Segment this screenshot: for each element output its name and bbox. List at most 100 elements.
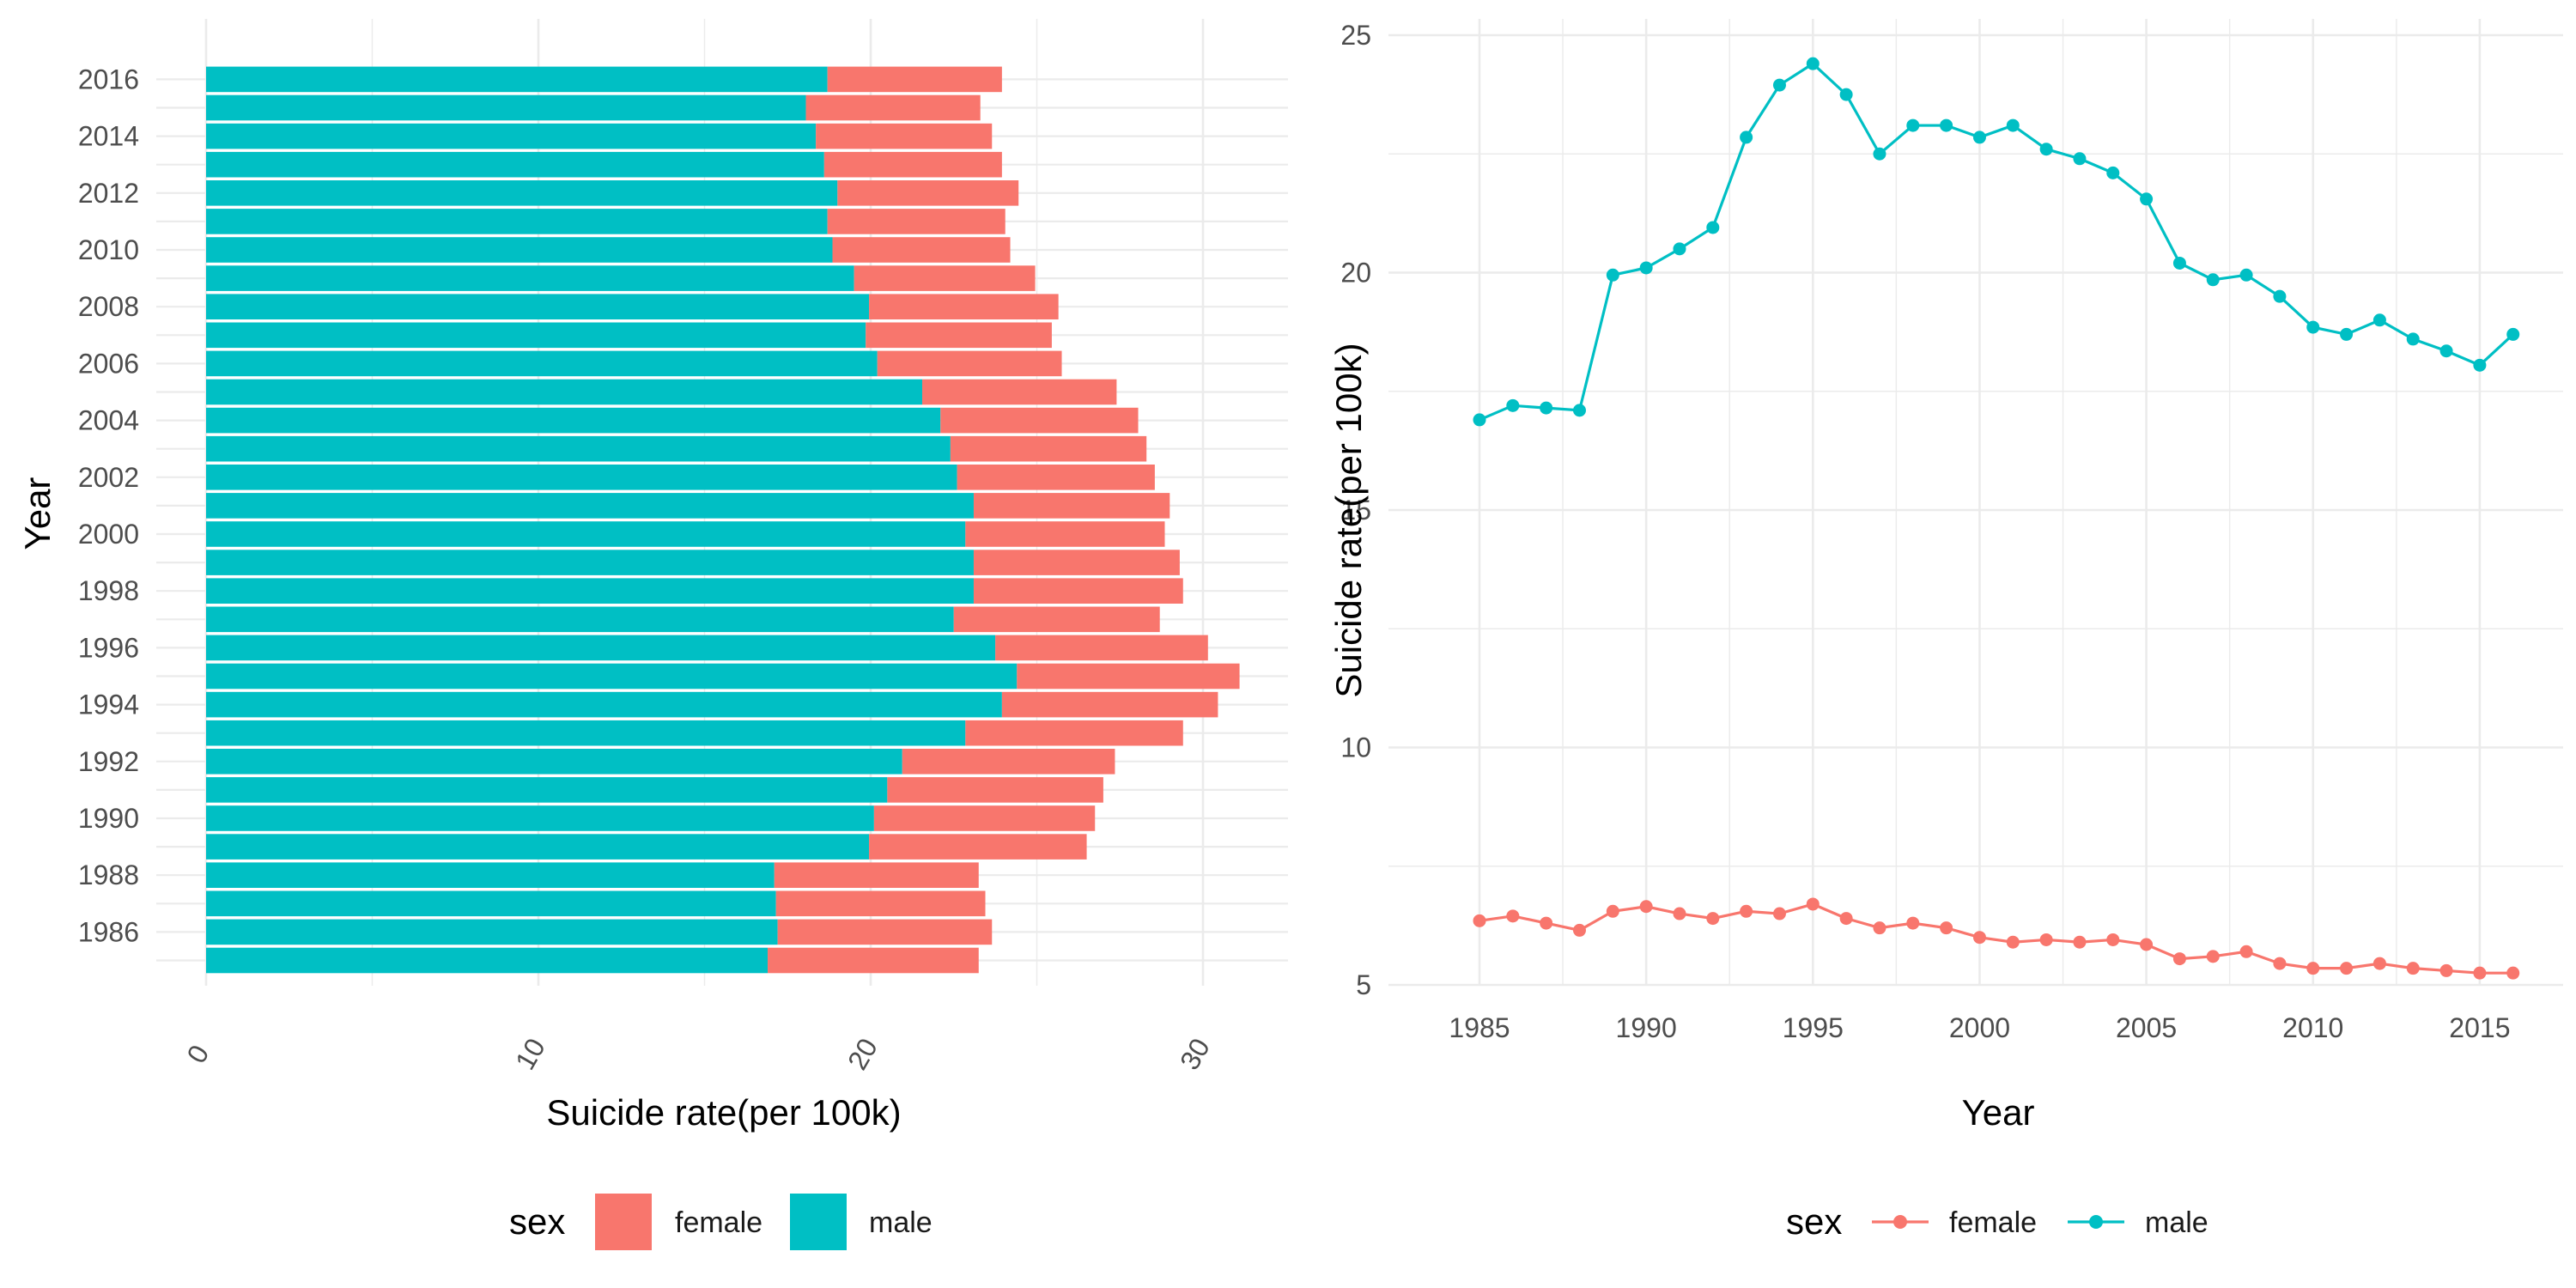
bar-chart-legend: sex female male <box>509 1194 933 1250</box>
bar-male-2005 <box>206 379 922 405</box>
bar-female-2011 <box>827 209 1005 234</box>
bar-female-1999 <box>973 550 1180 575</box>
bar-y-tick-label: 2008 <box>78 291 139 322</box>
bar-male-2012 <box>206 180 838 206</box>
bar-female-2015 <box>805 94 981 121</box>
line-chart-x-tick-labels: 1985 1990 1995 2000 2005 2010 2015 <box>1449 1012 2510 1043</box>
point-female-2011 <box>2340 962 2354 975</box>
bar-male-1995 <box>206 663 1018 690</box>
bar-male-1985 <box>206 947 769 974</box>
point-female-1988 <box>1572 923 1586 937</box>
bar-male-2003 <box>206 435 951 462</box>
bar-male-2007 <box>206 322 866 349</box>
point-male-2008 <box>2239 268 2253 282</box>
bar-male-1990 <box>206 805 874 831</box>
line-y-tick-label: 5 <box>1356 969 1371 1000</box>
bar-female-2007 <box>866 322 1052 349</box>
line-y-tick-label: 10 <box>1340 732 1371 763</box>
bar-male-1999 <box>206 550 974 575</box>
point-male-2003 <box>2073 152 2087 166</box>
point-female-1986 <box>1506 909 1520 923</box>
line-chart-gridlines <box>1388 19 2563 987</box>
point-male-2002 <box>2039 143 2053 156</box>
line-x-tick-label: 2005 <box>2116 1012 2177 1043</box>
line-series-female <box>1473 897 2520 980</box>
point-male-1987 <box>1540 401 1553 415</box>
line-x-tick-label: 2010 <box>2282 1012 2343 1043</box>
bar-female-1990 <box>873 805 1096 831</box>
point-male-2004 <box>2106 166 2120 179</box>
line-x-tick-label: 2000 <box>1949 1012 2010 1043</box>
point-male-1997 <box>1873 147 1886 161</box>
point-male-2007 <box>2206 273 2220 287</box>
point-female-1991 <box>1673 907 1686 920</box>
point-female-2001 <box>2006 935 2020 949</box>
line-legend-key-male <box>2068 1215 2124 1229</box>
point-female-2015 <box>2473 966 2487 980</box>
bar-legend-title: sex <box>509 1201 565 1242</box>
line-legend-label-female: female <box>1949 1206 2037 1239</box>
bar-y-tick-label: 2004 <box>78 405 139 436</box>
bar-female-1993 <box>965 720 1183 746</box>
legend-point-male <box>2089 1215 2103 1229</box>
bar-female-2006 <box>877 350 1062 377</box>
bar-male-1992 <box>206 749 902 775</box>
point-female-2000 <box>1972 931 1986 945</box>
point-female-1997 <box>1873 921 1886 935</box>
bar-legend-label-female: female <box>675 1206 762 1239</box>
line-legend-label-male: male <box>2145 1206 2208 1239</box>
bar-male-2002 <box>206 465 957 490</box>
bar-female-1986 <box>777 919 993 945</box>
bar-chart-panel: 2016 2014 2012 2010 2008 2006 2004 2002 2000 1998… <box>17 19 1288 1250</box>
line-x-tick-label: 2015 <box>2449 1012 2510 1043</box>
bar-female-1985 <box>768 947 979 974</box>
bar-female-1997 <box>953 606 1160 633</box>
bar-y-tick-label: 2000 <box>78 519 139 550</box>
bar-male-2000 <box>206 521 966 547</box>
line-x-tick-label: 1990 <box>1616 1012 1677 1043</box>
point-male-1988 <box>1572 404 1586 417</box>
bar-y-tick-label: 1998 <box>78 575 139 606</box>
bar-chart-bars <box>206 66 1240 974</box>
bar-female-2010 <box>832 237 1011 263</box>
point-female-1990 <box>1639 900 1653 914</box>
point-female-2002 <box>2039 933 2053 946</box>
bar-female-2008 <box>869 294 1059 319</box>
point-female-1998 <box>1906 916 1920 930</box>
bar-chart-x-axis-title: Suicide rate(per 100k) <box>546 1092 901 1133</box>
point-female-2003 <box>2073 935 2087 949</box>
line-chart-legend: sex female male <box>1786 1201 2208 1242</box>
bar-female-1998 <box>973 578 1183 604</box>
line-x-tick-label: 1995 <box>1783 1012 1844 1043</box>
bar-male-1987 <box>206 890 776 917</box>
line-chart-y-axis-title: Suicide rate(per 100k) <box>1328 343 1369 697</box>
point-female-1987 <box>1540 916 1553 930</box>
bar-male-2008 <box>206 294 870 319</box>
line-chart-y-tick-labels: 5 10 15 20 25 <box>1340 20 1371 1000</box>
point-female-2008 <box>2239 945 2253 958</box>
bar-male-2001 <box>206 493 974 519</box>
point-male-1990 <box>1639 261 1653 275</box>
point-male-2013 <box>2406 332 2420 346</box>
bar-y-tick-label: 1996 <box>78 632 139 663</box>
bar-male-1996 <box>206 635 996 661</box>
line-chart-panel: 5 10 15 20 25 1985 1990 1995 2000 2005 2010 2015 Y… <box>1328 19 2563 1242</box>
bar-legend-label-male: male <box>869 1206 933 1239</box>
point-male-1995 <box>1806 57 1820 70</box>
bar-female-1995 <box>1017 663 1240 690</box>
point-male-1999 <box>1940 118 1953 132</box>
bar-male-2010 <box>206 237 833 263</box>
point-female-2006 <box>2172 952 2186 966</box>
bar-female-2009 <box>854 265 1036 291</box>
bar-male-1993 <box>206 720 966 746</box>
point-male-1989 <box>1606 268 1619 282</box>
point-male-1996 <box>1839 88 1853 101</box>
point-female-2016 <box>2506 966 2520 980</box>
bar-male-2004 <box>206 407 941 434</box>
point-male-1992 <box>1706 221 1720 234</box>
bar-female-2000 <box>965 521 1165 547</box>
bar-male-2014 <box>206 123 817 149</box>
line-chart-series <box>1473 57 2520 980</box>
point-female-2004 <box>2106 933 2120 946</box>
bar-female-2004 <box>940 407 1139 434</box>
